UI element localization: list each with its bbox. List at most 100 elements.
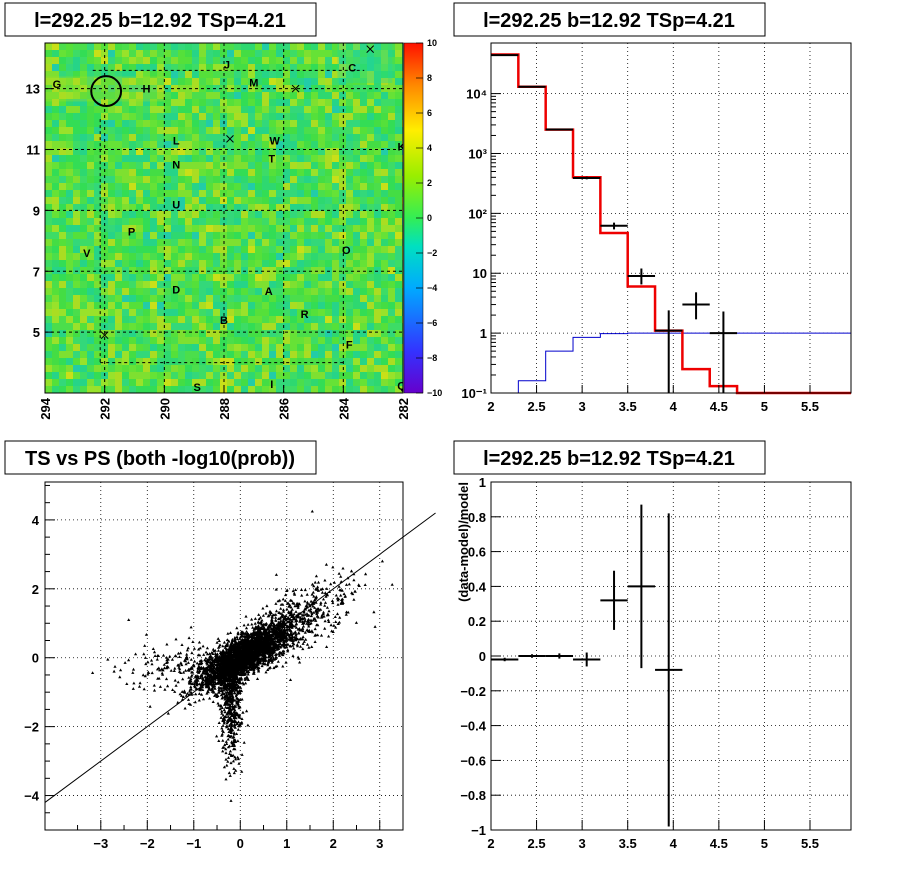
heatmap-cell: [59, 260, 66, 267]
heatmap-cell: [311, 162, 318, 169]
heatmap-cell: [234, 337, 241, 344]
heatmap-cell: [129, 225, 136, 232]
heatmap-cell: [150, 239, 157, 246]
heatmap-cell: [283, 309, 290, 316]
heatmap-cell: [283, 337, 290, 344]
heatmap-cell: [108, 204, 115, 211]
heatmap-cell: [325, 120, 332, 127]
heatmap-cell: [143, 386, 150, 393]
heatmap-cell: [318, 309, 325, 316]
heatmap-cell: [171, 71, 178, 78]
heatmap-cell: [59, 253, 66, 260]
heatmap-cell: [332, 78, 339, 85]
heatmap-cell: [206, 218, 213, 225]
heatmap-cell: [234, 225, 241, 232]
heatmap-cell: [94, 71, 101, 78]
heatmap-cell: [381, 365, 388, 372]
heatmap-cell: [255, 148, 262, 155]
heatmap-cell: [276, 50, 283, 57]
heatmap-cell: [185, 162, 192, 169]
heatmap-cell: [73, 50, 80, 57]
heatmap-cell: [269, 218, 276, 225]
heatmap-cell: [52, 183, 59, 190]
heatmap-cell: [157, 379, 164, 386]
heatmap-cell: [122, 113, 129, 120]
heatmap-cell: [388, 127, 395, 134]
heatmap-cell: [388, 120, 395, 127]
heatmap-cell: [157, 127, 164, 134]
heatmap-cell: [143, 113, 150, 120]
heatmap-cell: [164, 225, 171, 232]
source-label-r: R: [301, 309, 309, 321]
heatmap-cell: [143, 260, 150, 267]
source-label-v: V: [83, 248, 91, 260]
heatmap-cell: [269, 106, 276, 113]
heatmap-cell: [262, 386, 269, 393]
heatmap-cell: [164, 372, 171, 379]
heatmap-cell: [318, 155, 325, 162]
heatmap-cell: [108, 309, 115, 316]
heatmap-cell: [297, 239, 304, 246]
heatmap-cell: [332, 64, 339, 71]
heatmap-cell: [276, 274, 283, 281]
heatmap-cell: [122, 50, 129, 57]
heatmap-cell: [304, 372, 311, 379]
heatmap-cell: [199, 337, 206, 344]
heatmap-cell: [248, 50, 255, 57]
heatmap-cell: [283, 225, 290, 232]
heatmap-cell: [297, 274, 304, 281]
heatmap-cell: [241, 281, 248, 288]
heatmap-cell: [150, 358, 157, 365]
heatmap-cell: [297, 295, 304, 302]
heatmap-cell: [129, 176, 136, 183]
heatmap-cell: [388, 288, 395, 295]
heatmap-cell: [346, 99, 353, 106]
heatmap-cell: [346, 190, 353, 197]
heatmap-cell: [395, 232, 402, 239]
heatmap-cell: [255, 309, 262, 316]
heatmap-cell: [94, 148, 101, 155]
heatmap-cell: [122, 281, 129, 288]
heatmap-cell: [339, 260, 346, 267]
heatmap-cell: [157, 316, 164, 323]
heatmap-cell: [283, 155, 290, 162]
heatmap-cell: [150, 78, 157, 85]
ts-diagonal-line: [44, 512, 436, 803]
heatmap-cell: [325, 155, 332, 162]
heatmap-cell: [206, 183, 213, 190]
heatmap-cell: [87, 211, 94, 218]
heatmap-cell: [206, 295, 213, 302]
heatmap-cell: [164, 316, 171, 323]
heatmap-cell: [171, 386, 178, 393]
heatmap-cell: [318, 92, 325, 99]
heatmap-cell: [332, 113, 339, 120]
heatmap-cell: [87, 127, 94, 134]
heatmap-cell: [157, 281, 164, 288]
heatmap-cell: [360, 260, 367, 267]
heatmap-cell: [290, 162, 297, 169]
heatmap-cell: [395, 85, 402, 92]
heatmap-cell: [164, 358, 171, 365]
heatmap-cell: [115, 281, 122, 288]
heatmap-cell: [213, 302, 220, 309]
heatmap-cell: [248, 155, 255, 162]
heatmap-cell: [360, 78, 367, 85]
heatmap-cell: [129, 379, 136, 386]
residuals-panel: l=292.25 b=12.92 TSp=4.21 2 2.5 3 3.5 4 4.5 5 5…: [453, 440, 852, 851]
heatmap-cell: [241, 267, 248, 274]
heatmap-cell: [45, 106, 52, 113]
heatmap-cell: [213, 316, 220, 323]
heatmap-cell: [150, 274, 157, 281]
heatmap-cell: [227, 99, 234, 106]
heatmap-cell: [262, 330, 269, 337]
heatmap-cell: [192, 43, 199, 50]
heatmap-cell: [346, 232, 353, 239]
heatmap-cell: [353, 57, 360, 64]
heatmap-cell: [213, 78, 220, 85]
heatmap-cell: [143, 85, 150, 92]
heatmap-cell: [276, 197, 283, 204]
heatmap-cell: [269, 127, 276, 134]
heatmap-cell: [178, 162, 185, 169]
heatmap-cell: [108, 295, 115, 302]
heatmap-cell: [255, 162, 262, 169]
